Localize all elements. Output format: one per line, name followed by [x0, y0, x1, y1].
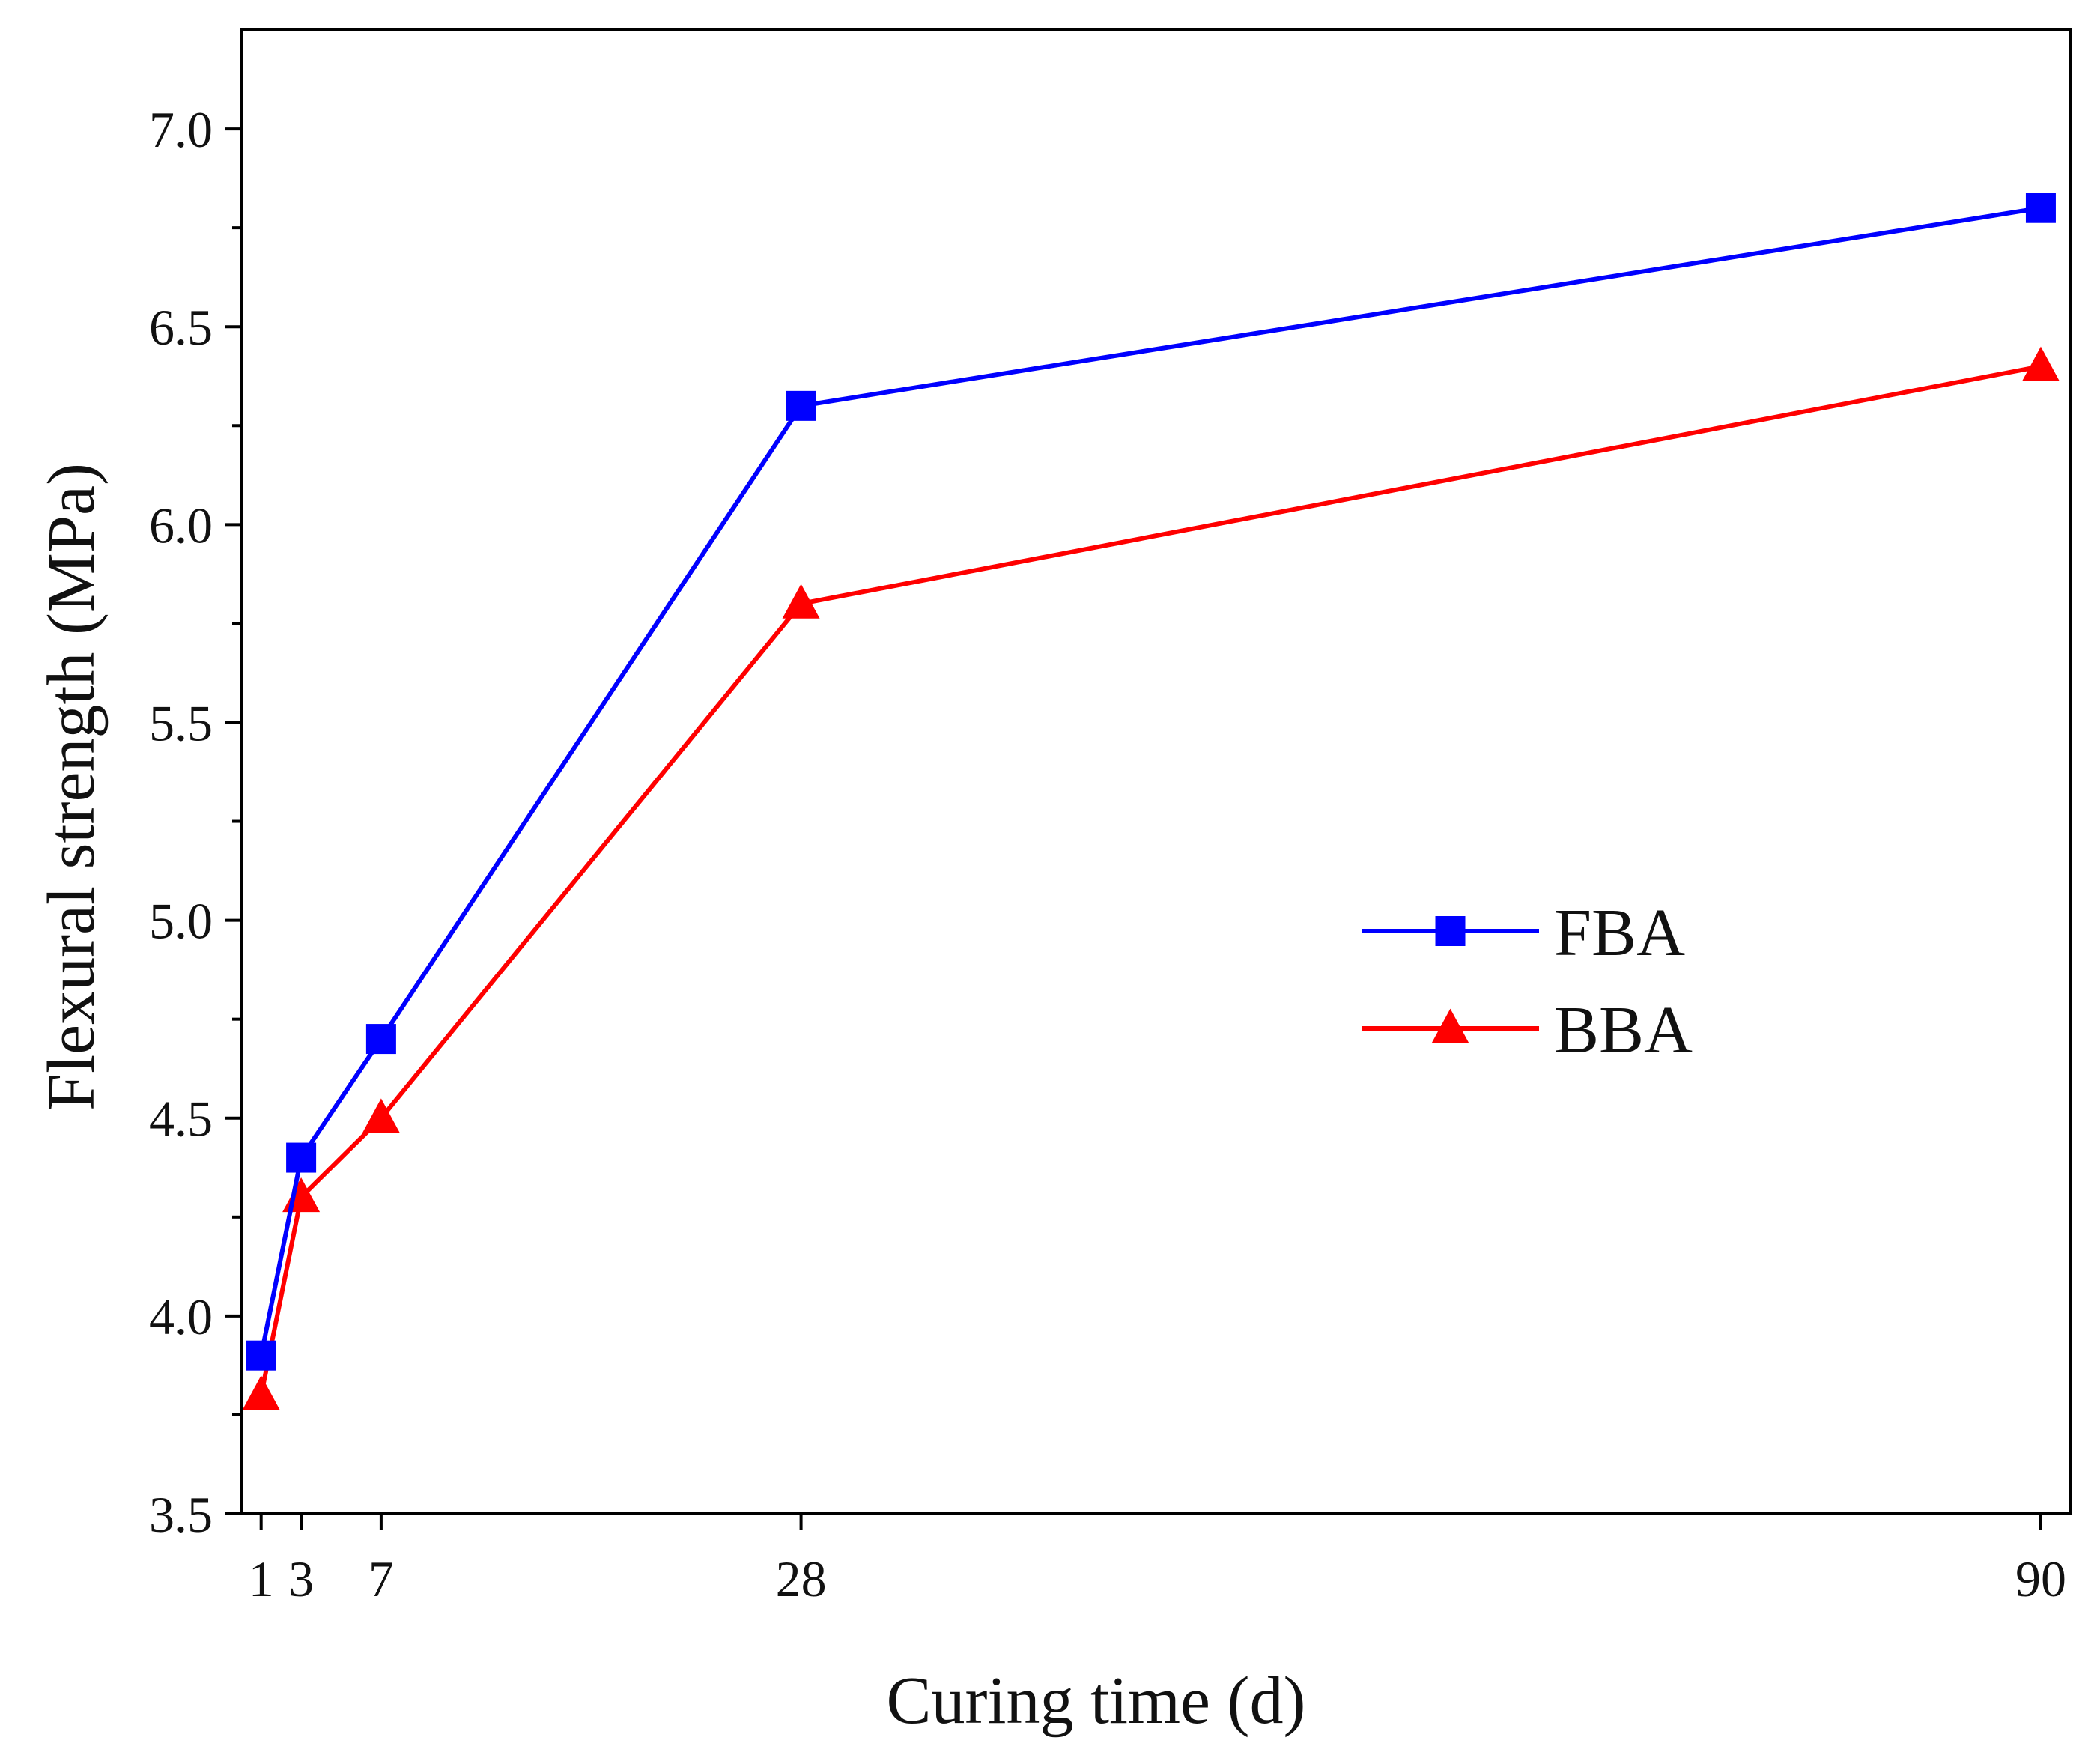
- legend-fba-label: FBA: [1554, 896, 1685, 970]
- y-tick-label: 7.0: [149, 101, 213, 158]
- y-tick-label: 3.5: [149, 1486, 213, 1543]
- legend: FBA BBA: [1362, 896, 1693, 1067]
- ticks: 3.5 4.0 4.5 5.0 5.5 6.0 6.5 7.0 1 3 7 28 90: [149, 101, 2066, 1607]
- bba-series-line: [258, 364, 2042, 1396]
- y-tick-label: 5.0: [149, 893, 213, 950]
- x-tick-label: 28: [776, 1551, 827, 1607]
- bba-data-point: [242, 1375, 280, 1410]
- fba-data-point: [365, 1024, 396, 1055]
- fba-data-point: [246, 1340, 276, 1371]
- fba-data-point: [2025, 193, 2056, 223]
- legend-bba-marker: [1431, 1008, 1469, 1043]
- fba-data-point: [286, 1142, 317, 1173]
- x-tick-label: 1: [249, 1551, 274, 1607]
- y-tick-label: 4.0: [149, 1288, 213, 1345]
- bba-data-point: [782, 584, 820, 619]
- y-axis-title: Flexural strength (MPa): [34, 463, 109, 1111]
- x-tick-label: 7: [368, 1551, 394, 1607]
- x-axis-title: Curing time (d): [887, 1664, 1306, 1738]
- bba-data-point: [362, 1098, 400, 1133]
- y-tick-label: 6.5: [149, 299, 213, 356]
- legend-fba-marker: [1435, 916, 1466, 946]
- x-tick-label: 90: [2015, 1551, 2066, 1607]
- bba-data-point: [2021, 346, 2060, 381]
- fba-data-point: [786, 390, 816, 421]
- axes: [240, 28, 2072, 1515]
- legend-bba-label: BBA: [1554, 993, 1693, 1067]
- plot-frame: [240, 28, 2072, 1515]
- fba-series-line: [258, 205, 2042, 1357]
- y-tick-label: 6.0: [149, 497, 213, 554]
- x-tick-label: 3: [288, 1551, 314, 1607]
- y-tick-label: 5.5: [149, 694, 213, 751]
- series: [242, 193, 2060, 1410]
- y-tick-label: 4.5: [149, 1091, 213, 1148]
